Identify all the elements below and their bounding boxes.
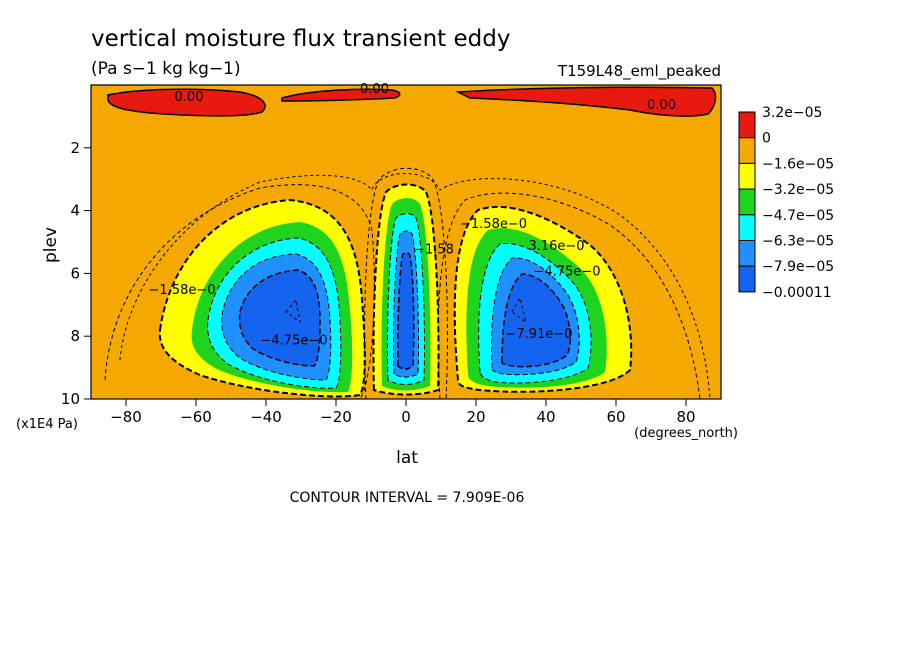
contour-interval-note: CONTOUR INTERVAL = 7.909E-06 xyxy=(290,490,525,506)
contour-label: 3.16e−0 xyxy=(528,239,584,254)
chart-title: vertical moisture flux transient eddy xyxy=(91,26,510,52)
legend-swatch xyxy=(738,137,756,164)
x-tick-label: −80 xyxy=(110,408,142,426)
contour-label: −4.75e−0 xyxy=(534,264,601,279)
y-tick-label: 10 xyxy=(61,390,80,408)
legend-swatch xyxy=(738,188,756,216)
positive-band-left xyxy=(107,88,266,117)
plot-area xyxy=(91,85,721,399)
chart-units: (Pa s−1 kg kg−1) xyxy=(91,59,241,79)
x-axis: −80 −60 −40 −20 0 20 40 60 80 xyxy=(110,399,696,426)
y-axis-label: plev xyxy=(41,227,61,263)
contour-labels: 0.000.000.00−1.58e−0−1.58e−03.16e−0−4.75… xyxy=(149,82,676,348)
y-tick-label: 4 xyxy=(70,202,80,220)
contour-label: −4.75e−0 xyxy=(261,333,328,348)
x-units-label: (degrees_north) xyxy=(634,426,738,441)
right-eddy-cell xyxy=(437,192,701,399)
legend-swatch xyxy=(738,240,756,267)
legend-swatch xyxy=(738,111,756,139)
contour-label: 0.00 xyxy=(360,82,389,97)
x-tick-label: −20 xyxy=(320,408,352,426)
positive-band-center xyxy=(281,88,401,102)
left-eddy-cell xyxy=(104,184,375,399)
y-units-label: (x1E4 Pa) xyxy=(16,417,78,432)
legend-swatch xyxy=(738,214,756,242)
x-tick-label: 0 xyxy=(401,408,411,426)
x-tick-label: −40 xyxy=(250,408,282,426)
legend-label: 0 xyxy=(762,131,771,147)
x-tick-label: 20 xyxy=(466,408,485,426)
legend-swatch xyxy=(738,162,756,190)
x-tick-label: −60 xyxy=(180,408,212,426)
y-tick-label: 2 xyxy=(70,139,80,157)
legend-label: 3.2e−05 xyxy=(762,105,822,121)
colorbar-legend: 3.2e−05 0 −1.6e−05 −3.2e−05 −4.7e−05 −6.3e−05… xyxy=(738,105,834,301)
contour-label: 0.00 xyxy=(175,90,204,105)
contour-label: −1.58 xyxy=(414,242,454,257)
run-label: T159L48_eml_peaked xyxy=(557,62,721,81)
legend-swatch xyxy=(738,265,756,293)
contour-label: −1.58e−0 xyxy=(460,217,527,232)
legend-label: −1.6e−05 xyxy=(762,156,834,172)
x-tick-label: 60 xyxy=(606,408,625,426)
contour-label: −1.58e−0 xyxy=(149,283,216,298)
positive-band-right xyxy=(455,86,717,117)
legend-label: −4.7e−05 xyxy=(762,208,834,224)
legend-label: −7.9e−05 xyxy=(762,259,834,275)
contour-label: 0.00 xyxy=(647,98,676,113)
contour-label: −7.91e−0 xyxy=(506,327,573,342)
legend-label: −3.2e−05 xyxy=(762,182,834,198)
y-axis: 2 4 6 8 10 xyxy=(61,139,91,408)
equatorial-column xyxy=(364,167,448,399)
x-tick-label: 80 xyxy=(676,408,695,426)
y-tick-label: 8 xyxy=(70,327,80,345)
x-axis-label: lat xyxy=(396,448,418,468)
y-tick-label: 6 xyxy=(70,264,80,282)
legend-label: −0.00011 xyxy=(762,285,832,301)
x-tick-label: 40 xyxy=(536,408,555,426)
legend-label: −6.3e−05 xyxy=(762,234,834,250)
outer-contour xyxy=(119,173,711,399)
